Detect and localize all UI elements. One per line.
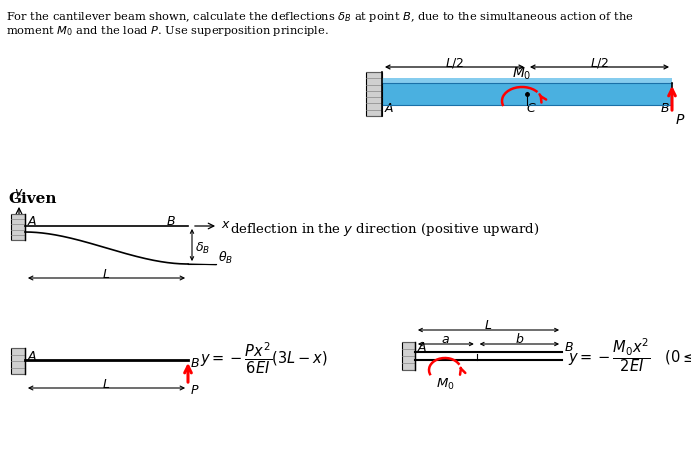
Text: $b$: $b$ xyxy=(515,332,524,346)
Text: $A$: $A$ xyxy=(384,102,395,115)
Text: For the cantilever beam shown, calculate the deflections $\delta_B$ at point $B$: For the cantilever beam shown, calculate… xyxy=(6,10,634,24)
Text: $A$: $A$ xyxy=(27,215,37,228)
Text: $B$: $B$ xyxy=(564,341,574,354)
Text: $A$: $A$ xyxy=(417,341,427,354)
Text: $B$: $B$ xyxy=(166,215,176,228)
Text: $y = -\dfrac{M_0 x^2}{2EI}$   $(0 \leq x \leq a)$: $y = -\dfrac{M_0 x^2}{2EI}$ $(0 \leq x \… xyxy=(568,336,691,374)
Text: $L$: $L$ xyxy=(102,268,111,281)
Text: $P$: $P$ xyxy=(190,384,200,397)
Text: deflection in the $y$ direction (positive upward): deflection in the $y$ direction (positiv… xyxy=(230,222,540,238)
Text: $M_0$: $M_0$ xyxy=(435,377,455,392)
Text: $C$: $C$ xyxy=(526,102,537,115)
Text: $y = -\dfrac{Px^2}{6EI}(3L - x)$: $y = -\dfrac{Px^2}{6EI}(3L - x)$ xyxy=(200,340,328,376)
Text: $B$: $B$ xyxy=(660,102,670,115)
Text: Given: Given xyxy=(8,192,57,206)
Text: $L$: $L$ xyxy=(484,319,493,332)
Text: $L$: $L$ xyxy=(102,378,111,391)
Text: $P$: $P$ xyxy=(675,113,685,127)
Text: $y$: $y$ xyxy=(14,187,24,201)
Text: $x$: $x$ xyxy=(221,218,231,232)
Text: $\delta_B$: $\delta_B$ xyxy=(195,240,210,256)
Text: $L/2$: $L/2$ xyxy=(445,56,464,70)
Polygon shape xyxy=(366,72,382,116)
Polygon shape xyxy=(11,348,25,374)
Text: $\theta_B$: $\theta_B$ xyxy=(218,250,233,266)
Text: $M_0$: $M_0$ xyxy=(512,66,532,82)
Polygon shape xyxy=(402,342,415,370)
Polygon shape xyxy=(11,214,25,240)
Polygon shape xyxy=(382,78,672,83)
Text: $L/2$: $L/2$ xyxy=(590,56,609,70)
Text: $A$: $A$ xyxy=(27,350,37,363)
Text: $a$: $a$ xyxy=(442,333,451,346)
Text: moment $M_0$ and the load $P$. Use superposition principle.: moment $M_0$ and the load $P$. Use super… xyxy=(6,24,329,38)
Polygon shape xyxy=(382,83,672,105)
Text: $B$: $B$ xyxy=(190,357,200,370)
